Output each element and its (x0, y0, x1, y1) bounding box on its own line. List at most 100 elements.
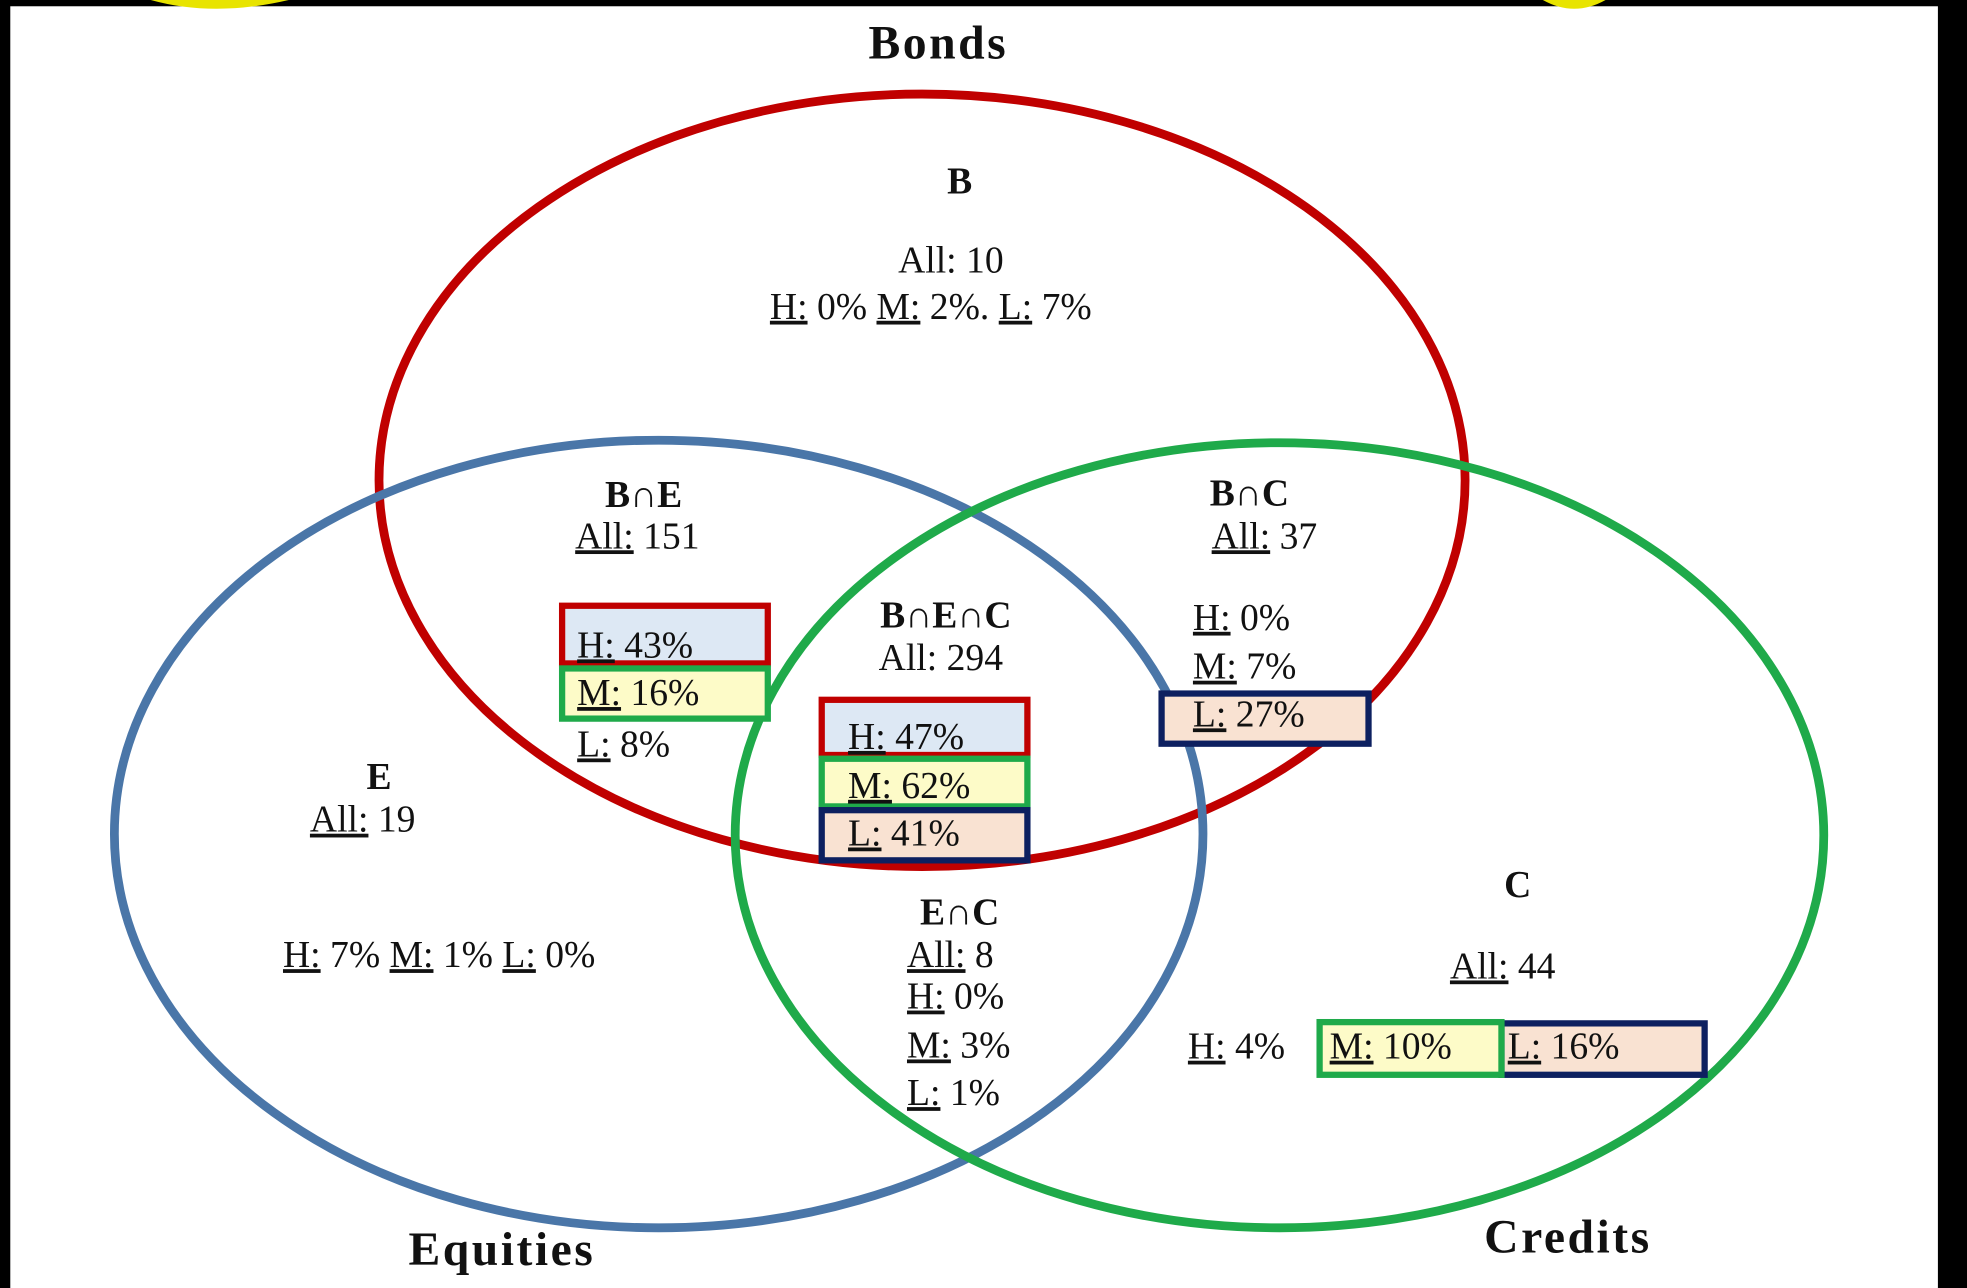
highlight-box (558, 602, 771, 667)
highlight-box (818, 696, 1031, 759)
text-line: All: 44 (1450, 945, 1556, 987)
highlight-box (1316, 1018, 1505, 1078)
highlight-box (558, 665, 771, 722)
text-part: Credits (1484, 1212, 1652, 1264)
text-part: 1% (443, 934, 493, 976)
text-line: All: 294 (879, 637, 1004, 679)
text-part: 16% (630, 672, 699, 714)
text-line: L: 1% (907, 1072, 1000, 1114)
text-part: M: (1330, 1025, 1374, 1067)
text-part: All: (1450, 945, 1509, 987)
text-part: M: (907, 1024, 951, 1066)
text-line: H: 7% M: 1% L: 0% (283, 934, 595, 976)
text-line: All: 37 (1212, 515, 1318, 557)
text-line: B∩E∩C (880, 594, 1011, 636)
text-line: M: 16% (577, 672, 699, 714)
text-line: All: 151 (575, 515, 699, 557)
region-name: E (366, 756, 391, 798)
region-name: B (947, 160, 972, 202)
text-line: L: 8% (577, 723, 670, 765)
text-part: 0% (954, 975, 1004, 1017)
bonds-circle (374, 89, 1470, 871)
text-line: L: 16% (1508, 1025, 1620, 1067)
text-part: L: (1193, 693, 1226, 735)
text-part: M: (876, 285, 920, 327)
text-part: H: (283, 934, 321, 976)
text-line: Bonds (869, 18, 1009, 70)
text-line: All: 19 (310, 798, 416, 840)
text-part: 151 (643, 515, 699, 557)
text-line: L: 41% (848, 812, 960, 854)
text-line: B∩C (1210, 472, 1289, 514)
text-line: L: 27% (1193, 693, 1305, 735)
text-part: 7% (330, 934, 380, 976)
text-line: Credits (1484, 1212, 1652, 1264)
text-part: 1% (950, 1072, 1000, 1114)
text-part: 8 (975, 934, 994, 976)
text-part: M: (848, 764, 892, 806)
text-part: 44 (1518, 945, 1556, 987)
text-line: Equities (408, 1224, 595, 1276)
text-line: H: 43% (577, 624, 693, 666)
text-line: B∩E (605, 474, 682, 516)
text-part: M: (577, 672, 621, 714)
region-name: B∩E∩C (880, 594, 1011, 636)
text-line: E (366, 756, 391, 798)
region-name: E∩C (920, 891, 999, 933)
text-line: All: 10 (898, 239, 1004, 281)
text-part: 4% (1235, 1025, 1285, 1067)
text-part: 47% (895, 716, 964, 758)
text-line: H: 0% (1193, 596, 1290, 638)
text-part: All: (907, 934, 966, 976)
text-part: L: (999, 285, 1032, 327)
highlight-box (818, 755, 1031, 810)
text-part: 7% (1246, 645, 1296, 687)
equities-circle (109, 435, 1208, 1233)
text-line: B (947, 160, 972, 202)
text-part: 19 (378, 798, 416, 840)
text-part: 294 (947, 637, 1004, 679)
text-part: Bonds (869, 18, 1009, 70)
text-line: C (1504, 864, 1531, 906)
text-part: H: (577, 624, 615, 666)
text-line: H: 4% (1188, 1025, 1285, 1067)
text-part: All: (310, 798, 369, 840)
text-part: H: (1188, 1025, 1226, 1067)
text-line: M: 62% (848, 764, 970, 806)
region-name: B∩C (1210, 472, 1289, 514)
text-part: Equities (408, 1224, 595, 1276)
text-part: 43% (624, 624, 693, 666)
text-part: All: (898, 239, 957, 281)
text-part: 8% (620, 723, 670, 765)
text-part: L: (577, 723, 610, 765)
text-line: E∩C (920, 891, 999, 933)
text-part: 3% (960, 1024, 1010, 1066)
text-part: L: (502, 934, 535, 976)
text-line: All: 8 (907, 934, 994, 976)
text-part: H: (907, 975, 945, 1017)
text-part: 37 (1280, 515, 1318, 557)
text-part: 2%. (930, 285, 990, 327)
text-line: H: 47% (848, 716, 964, 758)
text-part: All: (575, 515, 634, 557)
text-part: 41% (891, 812, 960, 854)
text-part: 10 (966, 239, 1004, 281)
text-part: L: (1508, 1025, 1541, 1067)
credits-circle (730, 438, 1829, 1233)
text-part: All: (1212, 515, 1271, 557)
text-part: H: (770, 285, 808, 327)
text-part: All: (879, 637, 938, 679)
text-part: M: (390, 934, 434, 976)
text-line: M: 7% (1193, 645, 1296, 687)
region-name: C (1504, 864, 1531, 906)
text-part: H: (1193, 596, 1231, 638)
text-line: H: 0% (907, 975, 1004, 1017)
text-line: H: 0% M: 2%. L: 7% (770, 285, 1092, 327)
text-part: H: (848, 716, 886, 758)
highlight-box (1158, 690, 1372, 747)
text-part: 0% (817, 285, 867, 327)
text-part: 7% (1042, 285, 1092, 327)
text-part: 0% (545, 934, 595, 976)
